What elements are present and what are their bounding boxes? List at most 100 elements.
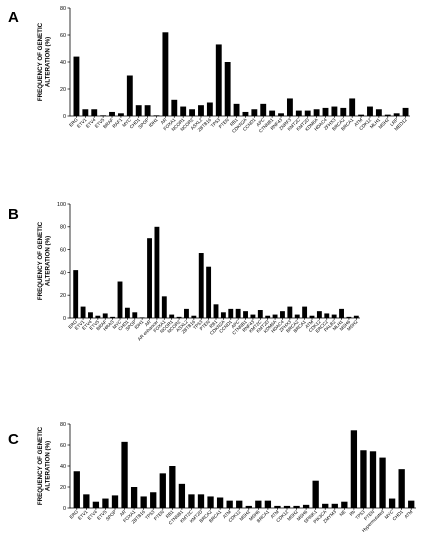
- y-axis-label: FREQUENCY OF GENETICALTERATION (%): [37, 22, 52, 101]
- bar: [228, 308, 234, 318]
- bar: [367, 106, 373, 116]
- bar: [216, 497, 224, 508]
- x-tick-label: IDH1: [148, 117, 159, 128]
- bar: [379, 457, 386, 508]
- bar: [287, 306, 293, 318]
- bar: [109, 111, 115, 116]
- y-axis-label-line: FREQUENCY OF GENETIC: [37, 22, 44, 101]
- bar: [184, 308, 189, 318]
- bar: [126, 75, 133, 116]
- bar: [91, 109, 98, 116]
- bar: [316, 311, 322, 318]
- bar: [92, 501, 100, 508]
- bar: [117, 281, 123, 318]
- x-tick-label: ATM: [403, 509, 413, 519]
- bar: [265, 315, 271, 318]
- panel-letter: A: [8, 9, 19, 26]
- y-tick-label: 60: [60, 33, 66, 39]
- bar: [233, 103, 240, 116]
- bar: [150, 492, 157, 508]
- bar: [250, 314, 256, 318]
- x-tick-label: ATM: [304, 319, 314, 329]
- x-tick-label: ETV5: [88, 319, 100, 331]
- y-tick-label: 0: [63, 316, 66, 322]
- bar: [191, 315, 197, 318]
- bar: [264, 500, 272, 508]
- bar: [346, 316, 352, 318]
- y-axis-label-line: FREQUENCY OF GENETIC: [37, 221, 44, 300]
- x-tick-label: TP53: [354, 509, 366, 521]
- bar: [309, 315, 315, 318]
- bar: [408, 500, 415, 508]
- bar: [236, 500, 243, 508]
- bar: [278, 113, 284, 116]
- x-tick-label: TP53: [210, 117, 222, 129]
- bar: [304, 110, 311, 116]
- x-tick-label: SPOP: [105, 509, 118, 522]
- x-tick-label: APC: [230, 319, 241, 330]
- bar: [295, 110, 302, 116]
- x-tick-label: ETV1: [77, 509, 89, 521]
- bar: [206, 102, 213, 116]
- bar: [324, 313, 330, 318]
- bar: [176, 316, 182, 318]
- y-axis-label-line: ALTERATION (%): [45, 37, 52, 87]
- x-tick-label: ETV5: [94, 117, 106, 129]
- bar: [139, 317, 145, 318]
- bar: [257, 310, 263, 318]
- y-tick-label: 0: [63, 114, 66, 120]
- y-tick-label: 40: [60, 464, 66, 470]
- chart-panel-a: A FREQUENCY OF GENETICALTERATION (%) 0 20 40…: [8, 6, 410, 134]
- x-tick-label: AR: [119, 509, 128, 518]
- bar: [369, 451, 377, 508]
- bar: [147, 238, 152, 318]
- bar: [294, 314, 300, 318]
- y-tick-label: 60: [60, 248, 66, 254]
- bar: [159, 473, 166, 508]
- x-tick-label: IDH1: [134, 319, 145, 330]
- bar: [100, 115, 107, 116]
- chart-panel-b: B FREQUENCY OF GENETICALTERATION (%) 0 20 40…: [8, 202, 360, 342]
- x-tick-label: AR: [160, 117, 169, 126]
- bar: [188, 494, 195, 508]
- bar: [124, 307, 130, 318]
- bar: [206, 266, 212, 318]
- x-tick-label: APC: [255, 117, 266, 128]
- bar: [73, 270, 79, 318]
- x-tick-label: ETV5: [96, 509, 108, 521]
- bar: [388, 498, 396, 508]
- x-tick-label: CHD1: [392, 509, 405, 522]
- bar: [95, 315, 101, 318]
- y-tick-label: 40: [60, 270, 66, 276]
- bar: [353, 315, 359, 318]
- bar: [161, 296, 167, 318]
- bar: [283, 505, 291, 508]
- bar: [73, 56, 80, 116]
- bar: [80, 306, 86, 318]
- bar: [189, 109, 196, 116]
- x-tick-label: ATM: [353, 117, 363, 127]
- y-tick-label: 40: [60, 60, 66, 66]
- x-tick-label: Rb: [349, 509, 357, 517]
- bar: [251, 109, 258, 116]
- x-tick-label: MYC: [112, 319, 123, 330]
- x-tick-label: ETV4: [87, 509, 99, 521]
- bar: [83, 494, 90, 508]
- x-tick-label: RB1: [208, 319, 218, 329]
- x-tick-label: RB1: [165, 509, 175, 519]
- bar: [341, 501, 348, 508]
- x-tick-label: TP53: [192, 319, 204, 331]
- y-tick-label: 100: [57, 202, 66, 208]
- bar: [331, 503, 338, 508]
- bar: [269, 110, 276, 116]
- bar: [135, 105, 142, 116]
- x-tick-label: NE: [339, 509, 347, 517]
- x-tick-label: ERG: [69, 509, 80, 520]
- bar: [197, 494, 205, 508]
- x-tick-label: ERG: [67, 319, 78, 330]
- x-tick-label: RB1: [229, 117, 239, 127]
- bar: [162, 32, 169, 116]
- bar: [171, 99, 178, 116]
- y-axis-label-line: FREQUENCY OF GENETIC: [37, 426, 44, 505]
